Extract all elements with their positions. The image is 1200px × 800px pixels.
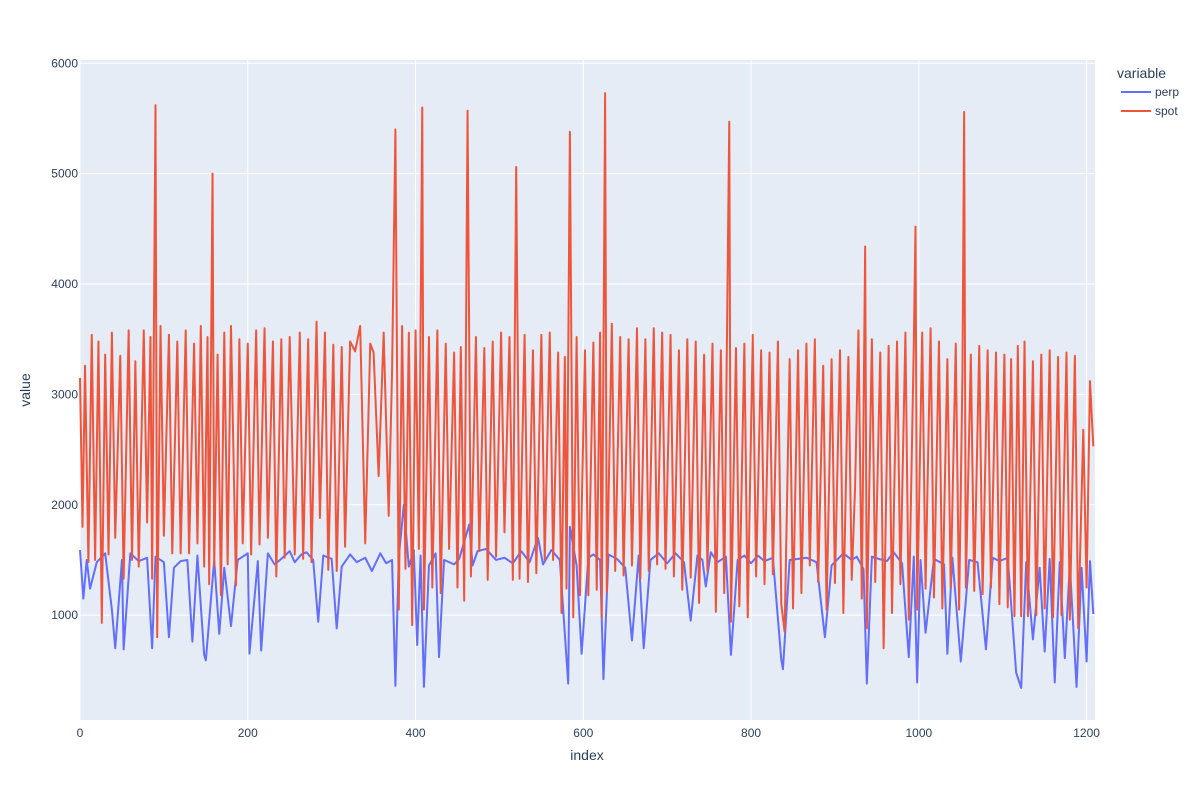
y-tick-label: 2000 <box>51 498 78 512</box>
y-tick-label: 3000 <box>51 387 78 401</box>
y-tick-label: 1000 <box>51 608 78 622</box>
tick-labels: 0 200 400 600 800 1000 1200 1000 2000 3000 4000 500… <box>51 56 1100 740</box>
x-tick-label: 800 <box>741 726 761 740</box>
legend-item-perp[interactable]: perp <box>1121 85 1179 99</box>
x-axis-title: index <box>570 747 603 763</box>
gridlines <box>79 60 1095 720</box>
y-tick-label: 6000 <box>51 56 78 70</box>
legend[interactable]: variable perp spot <box>1117 65 1179 118</box>
x-tick-label: 0 <box>77 726 84 740</box>
series-line-perp[interactable] <box>79 503 1095 689</box>
x-tick-label: 1200 <box>1073 726 1100 740</box>
legend-label: spot <box>1155 104 1178 118</box>
x-tick-label: 200 <box>238 726 258 740</box>
x-tick-label: 600 <box>573 726 593 740</box>
series-line-spot[interactable] <box>79 92 1095 650</box>
x-tick-label: 1000 <box>905 726 932 740</box>
y-tick-label: 5000 <box>51 167 78 181</box>
series-lines <box>79 92 1095 689</box>
x-tick-label: 400 <box>406 726 426 740</box>
y-tick-label: 4000 <box>51 277 78 291</box>
legend-item-spot[interactable]: spot <box>1121 104 1178 118</box>
y-axis-title: value <box>17 373 33 407</box>
legend-label: perp <box>1155 85 1179 99</box>
legend-title: variable <box>1117 65 1166 81</box>
